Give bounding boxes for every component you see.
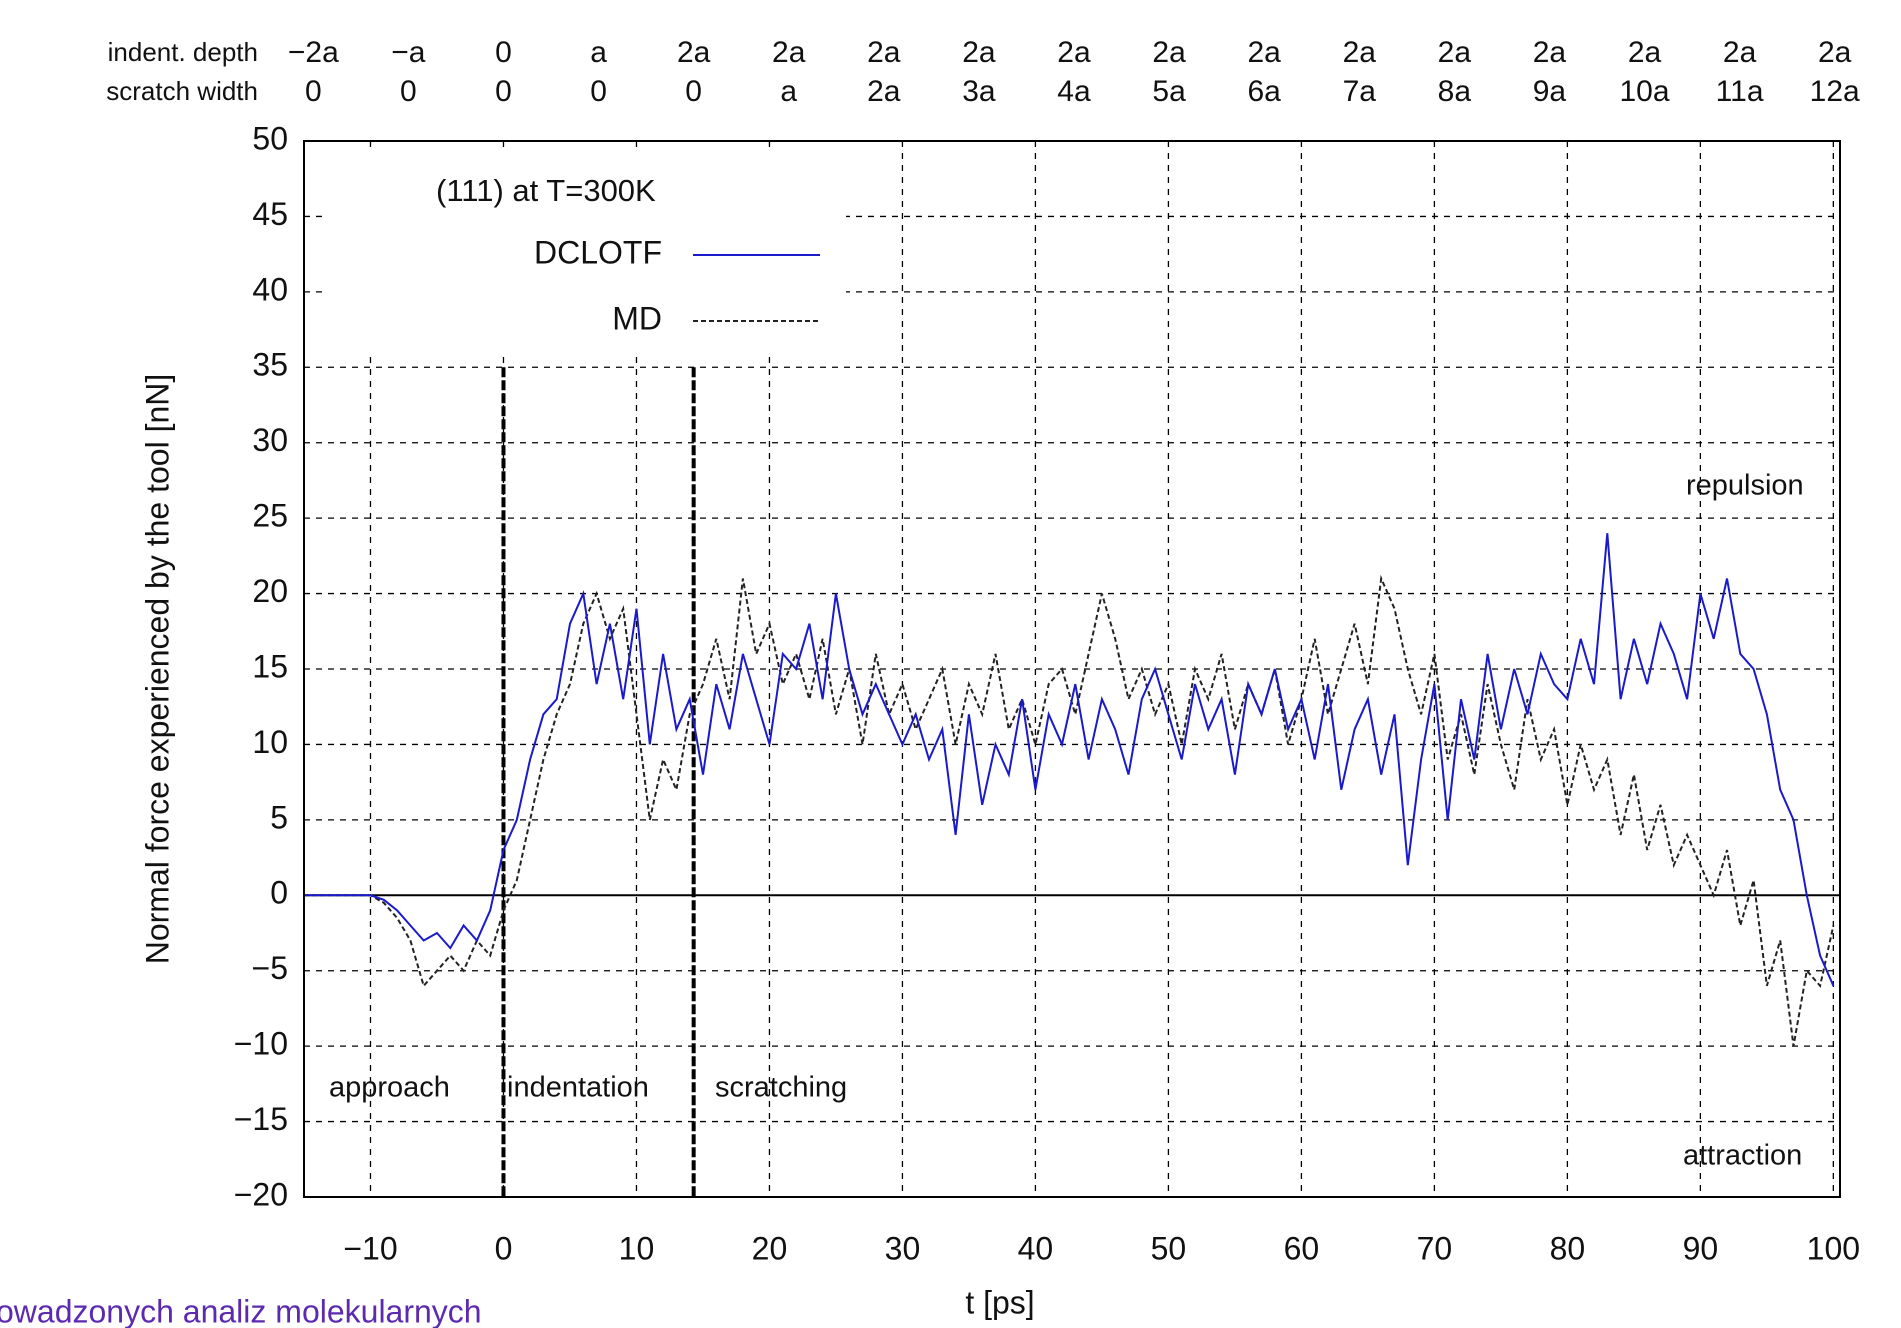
y-tick-label: 20 [252, 573, 288, 609]
plot-frame [303, 140, 1841, 1198]
indent-depth-label: −a [391, 36, 426, 69]
y-tick-label: −20 [234, 1176, 288, 1212]
annotation: repulsion [1686, 470, 1804, 502]
y-tick-label: −5 [252, 950, 288, 986]
y-tick-label: 30 [252, 422, 288, 458]
y-tick-label: 10 [252, 724, 288, 760]
x-axis-label: t [ps] [965, 1284, 1034, 1320]
x-tick-label: 80 [1550, 1230, 1586, 1266]
indent-depth-label: 2a [867, 36, 901, 69]
indent-depth-label: 2a [1533, 36, 1567, 69]
indent-depth-label: 2a [1628, 36, 1662, 69]
x-tick-label: 30 [885, 1230, 921, 1266]
scratch-width-label: 0 [495, 75, 512, 108]
scratch-width-label: 3a [962, 75, 996, 108]
indent-depth-label: 2a [1723, 36, 1757, 69]
y-tick-label: 0 [270, 875, 288, 911]
indent-depth-label: 2a [677, 36, 711, 69]
y-tick-label: 45 [252, 196, 288, 232]
annotation: approach [329, 1072, 450, 1104]
scratch-width-label: 11a [1716, 75, 1764, 108]
scratch-width-label: 4a [1057, 75, 1091, 108]
scratch-width-label: 8a [1438, 75, 1472, 108]
indent-depth-label: 0 [495, 36, 512, 69]
x-tick-label: 0 [495, 1230, 513, 1266]
x-tick-label: 20 [752, 1230, 788, 1266]
legend-label: DCLOTF [534, 234, 662, 270]
scratch-width-label: 5a [1152, 75, 1186, 108]
scratch-width-label: a [780, 75, 797, 108]
indent-depth-label: 2a [1247, 36, 1281, 69]
indent-depth-label: 2a [1343, 36, 1377, 69]
y-tick-label: 35 [252, 347, 288, 383]
indent-depth-label: a [590, 36, 607, 69]
y-axis-label: Normal force experienced by the tool [nN… [139, 374, 175, 965]
top-row-label: scratch width [106, 76, 258, 106]
y-tick-label: 15 [252, 648, 288, 684]
series-line [304, 574, 1835, 1047]
x-tick-label: 60 [1284, 1230, 1320, 1266]
x-tick-label: 100 [1807, 1230, 1860, 1266]
y-tick-label: −10 [234, 1026, 288, 1062]
annotation: indentation [507, 1072, 649, 1104]
indent-depth-label: 2a [962, 36, 996, 69]
indent-depth-label: 2a [772, 36, 806, 69]
y-tick-label: −15 [234, 1101, 288, 1137]
indent-depth-label: 2a [1057, 36, 1091, 69]
scratch-width-label: 10a [1619, 75, 1669, 108]
scratch-width-label: 7a [1343, 75, 1377, 108]
annotation: scratching [715, 1072, 847, 1104]
y-tick-label: 40 [252, 271, 288, 307]
legend-label: MD [612, 300, 662, 336]
y-tick-label: 25 [252, 498, 288, 534]
annotation: attraction [1683, 1140, 1802, 1172]
top-row-label: indent. depth [108, 37, 258, 67]
scratch-width-label: 2a [867, 75, 901, 108]
scratch-width-label: 0 [305, 75, 322, 108]
y-tick-label: 5 [270, 799, 288, 835]
scratch-width-label: 0 [685, 75, 702, 108]
indent-depth-label: −2a [288, 36, 339, 69]
indent-depth-label: 2a [1152, 36, 1186, 69]
x-tick-label: 50 [1151, 1230, 1187, 1266]
x-tick-label: 90 [1683, 1230, 1719, 1266]
x-tick-label: 10 [619, 1230, 655, 1266]
scratch-width-label: 6a [1247, 75, 1281, 108]
footer-text: owadzonych analiz molekularnych [0, 1293, 482, 1328]
scratch-width-label: 9a [1533, 75, 1567, 108]
indent-depth-label: 2a [1438, 36, 1472, 69]
x-tick-label: 40 [1018, 1230, 1054, 1266]
series-line [304, 533, 1835, 987]
y-tick-label: 50 [252, 120, 288, 156]
chart-title: (111) at T=300K [436, 173, 656, 208]
scratch-width-label: 0 [400, 75, 417, 108]
indent-depth-label: 2a [1818, 36, 1852, 69]
x-tick-label: 70 [1417, 1230, 1453, 1266]
x-tick-label: −10 [343, 1230, 397, 1266]
scratch-width-label: 0 [590, 75, 607, 108]
scratch-width-label: 12a [1810, 75, 1860, 108]
